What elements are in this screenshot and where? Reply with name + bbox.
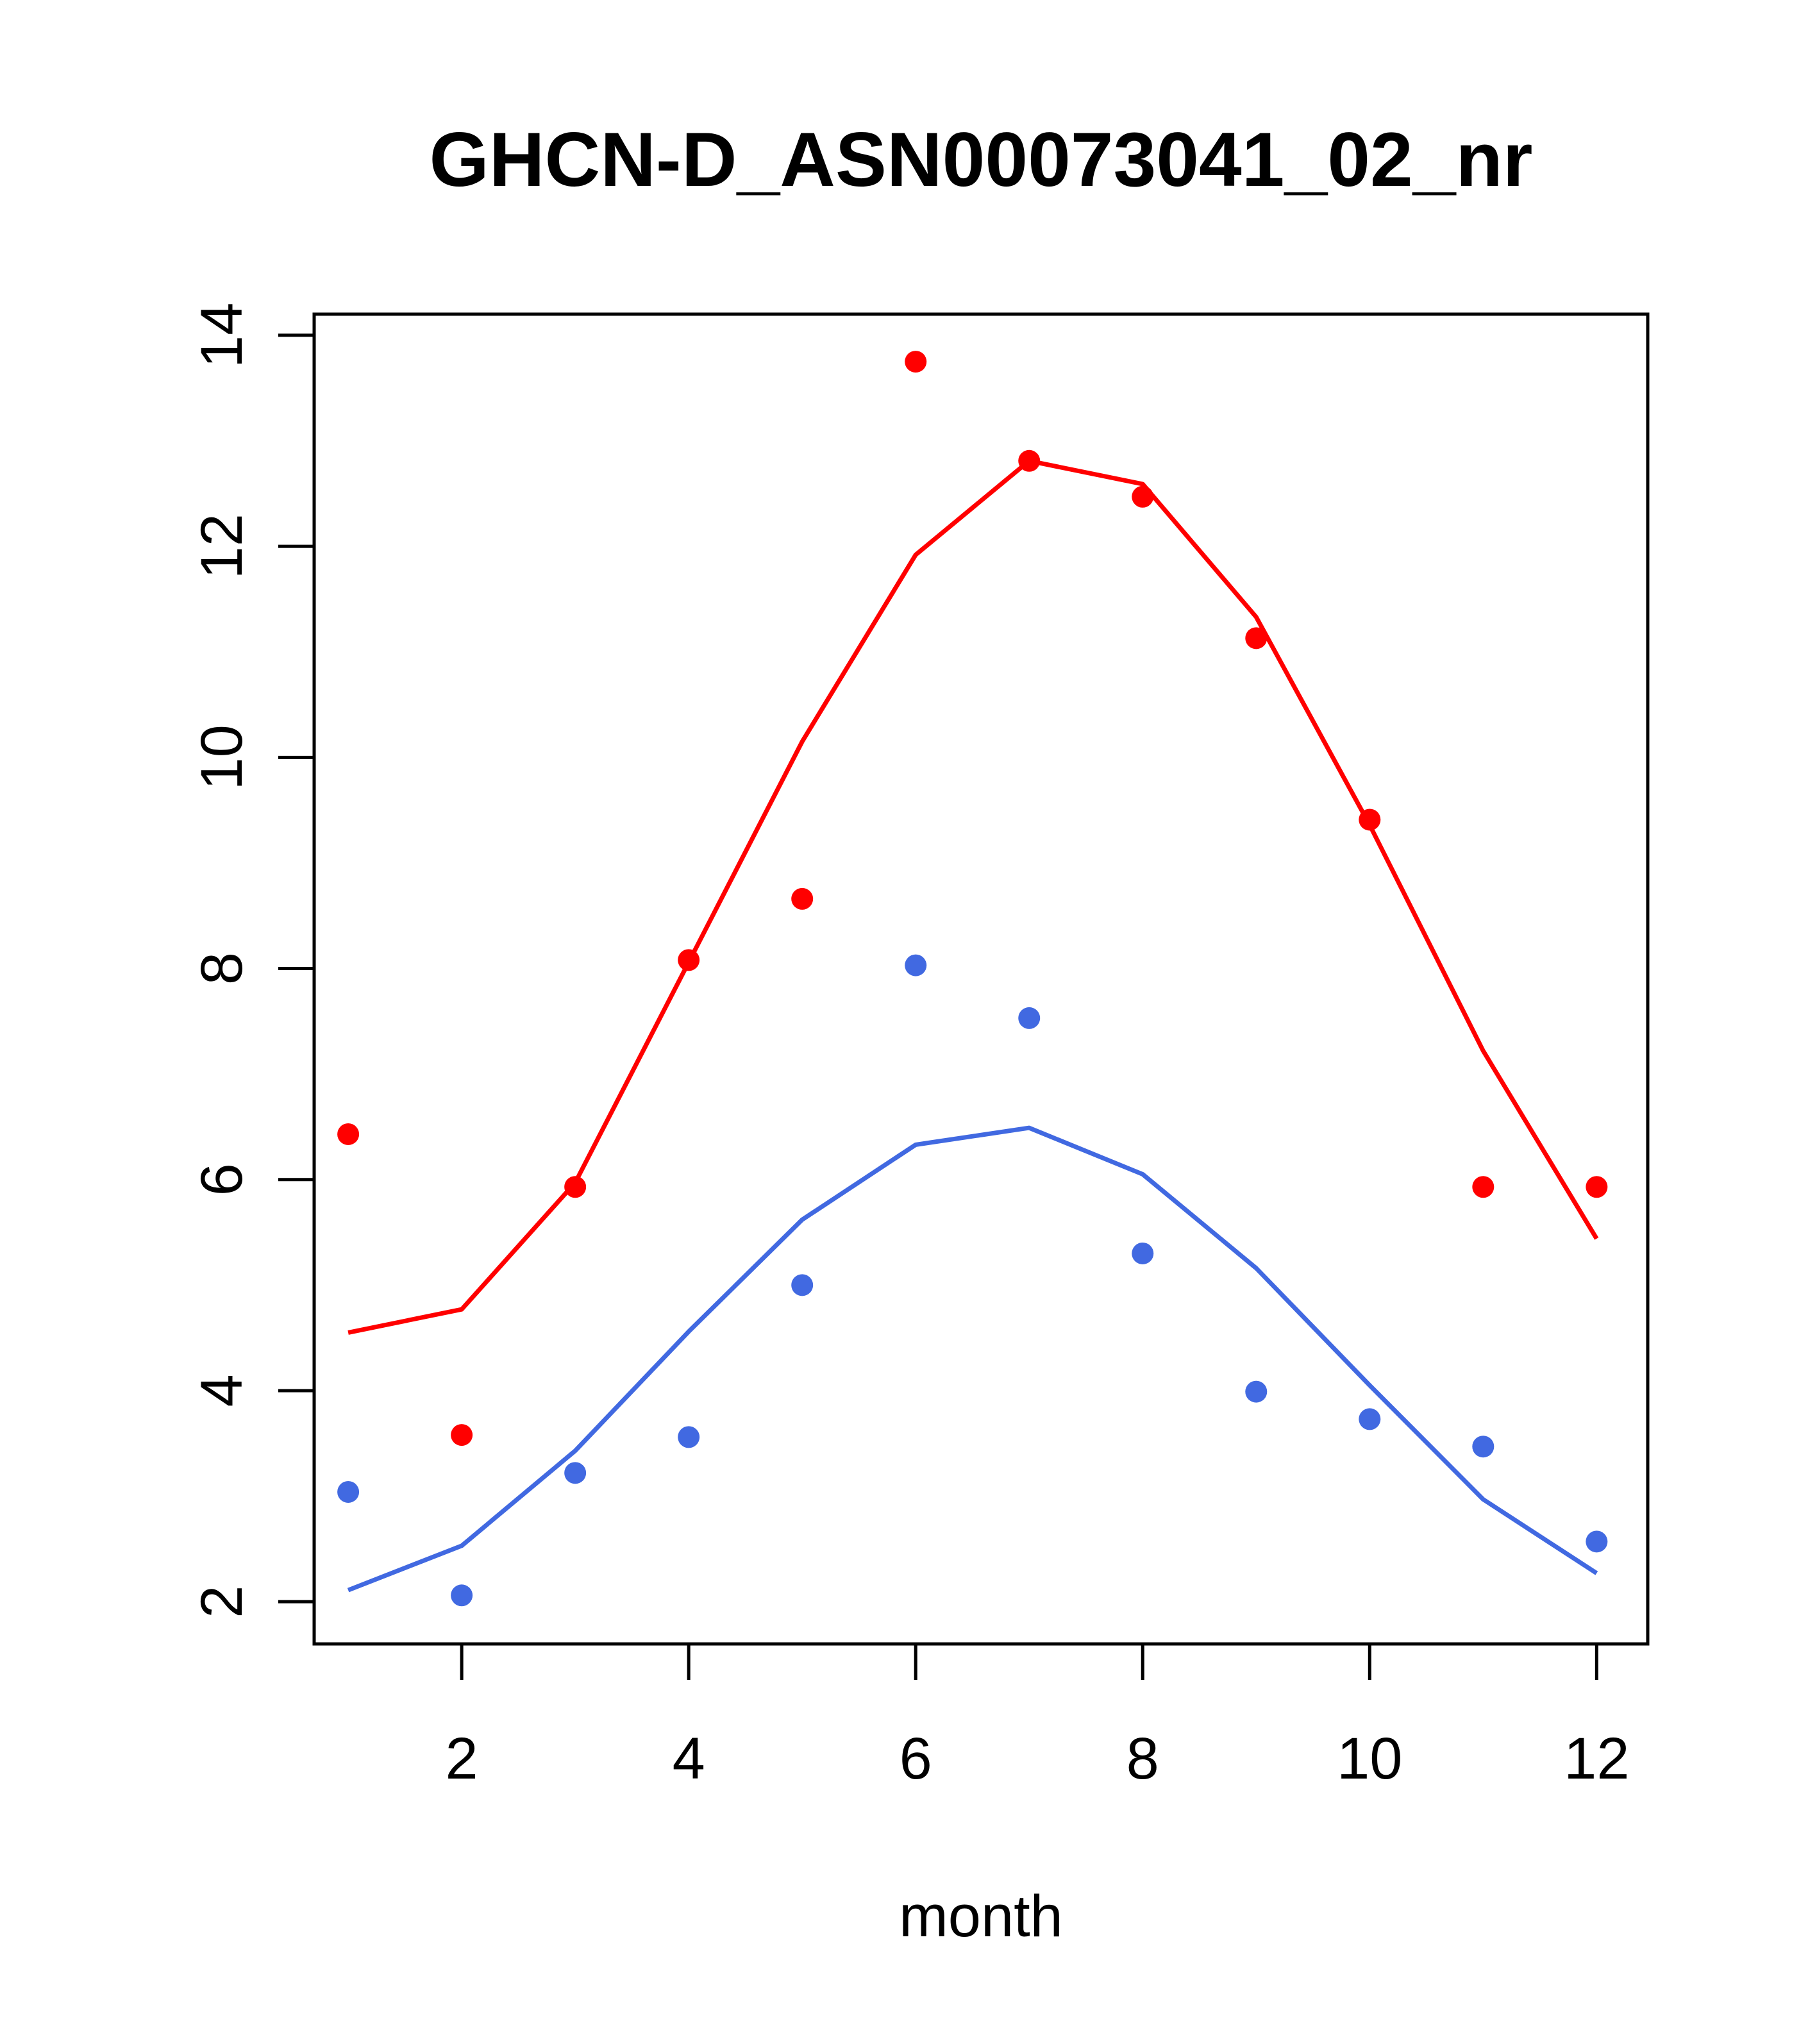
x-tick-label: 4 [673,1726,705,1791]
x-tick-label: 2 [446,1726,478,1791]
x-tick-label: 10 [1337,1726,1402,1791]
series-line-1 [347,458,1599,1335]
y-tick-label: 14 [189,303,255,368]
x-tick-label: 8 [1126,1726,1159,1791]
series-2-point [337,1480,360,1503]
series-2-point [678,1426,700,1448]
series-1-point [1359,808,1381,831]
series-1-point [337,1123,360,1145]
series-2-point [1018,1007,1041,1029]
x-tick-label: 12 [1564,1726,1629,1791]
y-tick-label: 12 [189,514,255,579]
y-tick-label: 4 [189,1374,255,1407]
series-2-point [451,1584,473,1607]
series-1-point [451,1424,473,1446]
series-1-point [1132,485,1154,508]
y-tick-label: 8 [189,952,255,985]
x-axis: 2 4 6 8 10 12 [446,1642,1630,1791]
series-2-point [1132,1242,1154,1264]
series-1-point [1472,1176,1495,1198]
series-2-point [791,1274,814,1296]
y-tick-label: 10 [189,725,255,790]
y-axis: 2 4 6 8 10 12 14 [189,303,316,1618]
series-2-point [564,1462,587,1484]
x-axis-label: month [899,1884,1063,1949]
series-2-point [1245,1380,1268,1403]
series-2-point [1359,1408,1381,1430]
y-tick-label: 2 [189,1586,255,1618]
series-2-point [1472,1436,1495,1458]
series-1-point [1018,449,1041,472]
series-2-point [1586,1530,1608,1553]
series-line-2 [347,1125,1598,1593]
series-1-point [905,351,927,373]
series-1-point [678,949,700,971]
y-tick-label: 6 [189,1163,255,1196]
chart-title: GHCN-D_ASN00073041_02_nr [430,117,1533,203]
series-1-point [1586,1176,1608,1198]
series-1-point [564,1176,587,1198]
series-2-point [905,954,927,976]
series-1-point [791,887,814,910]
series-1-point [1245,627,1268,649]
series-layer [337,351,1608,1607]
x-tick-label: 6 [900,1726,932,1791]
